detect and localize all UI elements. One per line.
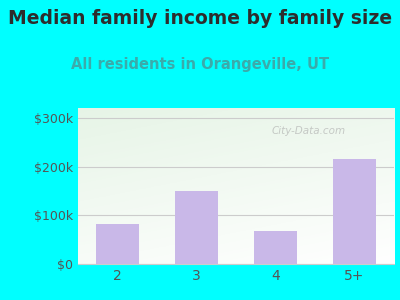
- Text: Median family income by family size: Median family income by family size: [8, 9, 392, 28]
- Text: All residents in Orangeville, UT: All residents in Orangeville, UT: [71, 57, 329, 72]
- Bar: [175, 191, 218, 264]
- Bar: [96, 224, 139, 264]
- Bar: [333, 159, 376, 264]
- Bar: [254, 231, 297, 264]
- Text: City-Data.com: City-Data.com: [272, 126, 346, 136]
